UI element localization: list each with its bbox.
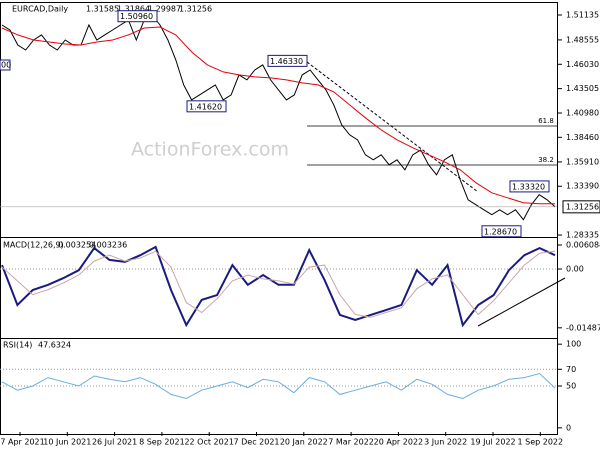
y-tick-label: 70: [566, 365, 576, 374]
y-tick-label: 1.40980: [566, 109, 599, 118]
current-price-box: [562, 200, 600, 214]
price-annotation: 00: [1, 61, 11, 70]
ohlc-low: 1.29987: [148, 5, 181, 14]
x-tick-label: 20 Apr 2022: [374, 438, 423, 447]
series-line: [1, 14, 556, 221]
price-label-box: [186, 100, 227, 113]
price-label-box: [481, 225, 522, 238]
series-line: [1, 250, 556, 318]
watermark: ActionForex.com: [131, 139, 289, 161]
symbol-label: EURCAD,Daily: [12, 5, 68, 14]
series-line: [1, 372, 556, 400]
price-annotation: 1.33320: [512, 182, 545, 191]
y-tick-label: 1.28335: [566, 231, 599, 240]
price-label-box: [509, 180, 550, 193]
x-tick-label: 20 Jan 2022: [280, 438, 328, 447]
x-tick-label: 19 Jul 2022: [470, 438, 515, 447]
ohlc-high: 1.31864: [117, 5, 150, 14]
indicator-label: RSI(14): [3, 341, 32, 350]
price-label-box: [117, 10, 158, 23]
y-tick-label: 1.35910: [566, 157, 599, 166]
x-tick-label: 27 Apr 2021: [0, 438, 45, 447]
indicator-label: MACD(12,26,9): [3, 241, 64, 250]
y-tick-label: 0: [566, 423, 571, 432]
current-price-label: 1.31256: [566, 202, 599, 211]
price-annotation: 1.41620: [189, 102, 222, 111]
price-annotation: 1.46330: [270, 57, 303, 66]
y-tick-label: 1.43505: [566, 84, 599, 93]
x-tick-label: 8 Sep 2021: [139, 438, 185, 447]
x-tick-label: 3 Jun 2022: [424, 438, 467, 447]
y-tick-label: 100: [566, 340, 581, 349]
trend-line: [477, 277, 566, 327]
ohlc-close: 1.31256: [179, 5, 212, 14]
y-tick-label: 1.46030: [566, 60, 599, 69]
price-annotation: 1.50960: [120, 12, 153, 21]
x-tick-label: 7 Mar 2022: [328, 438, 374, 447]
series-line: [1, 26, 555, 205]
y-tick-label: 0.006084: [566, 240, 600, 249]
y-tick-label: -0.014876: [566, 323, 600, 332]
x-tick-label: 26 Jul 2021: [92, 438, 137, 447]
indicator-value: 47.6324: [38, 341, 71, 350]
fib-label: 38.2: [538, 156, 554, 164]
y-tick-label: 0.00: [566, 265, 584, 274]
trend-line: [306, 61, 479, 193]
price-label-box: [0, 59, 11, 71]
x-tick-label: 1 Sep 2022: [517, 438, 563, 447]
ohlc-open: 1.31585: [86, 5, 119, 14]
frame: [0, 2, 558, 435]
y-tick-label: 50: [566, 382, 576, 391]
y-tick-label: 1.33390: [566, 182, 599, 191]
indicator-value: 0.003236: [89, 241, 127, 250]
x-tick-label: 7 Dec 2021: [233, 438, 279, 447]
fib-label: 61.8: [538, 117, 554, 125]
price-annotation: 1.28670: [484, 227, 517, 236]
price-label-box: [267, 54, 308, 67]
series-line: [1, 245, 556, 328]
indicator-value: 0.003254: [58, 241, 96, 250]
x-tick-label: 10 Jun 2021: [43, 438, 91, 447]
y-tick-label: 1.51135: [566, 11, 599, 20]
y-tick-label: 1.38460: [566, 133, 599, 142]
y-tick-label: 1.48555: [566, 35, 599, 44]
x-tick-label: 22 Oct 2021: [184, 438, 233, 447]
